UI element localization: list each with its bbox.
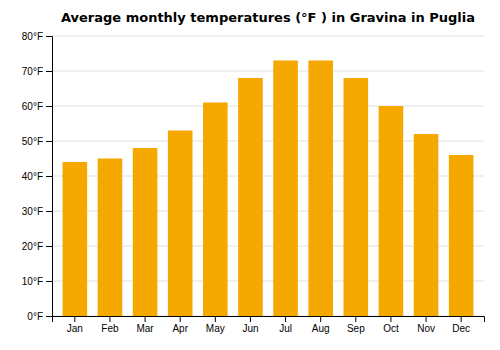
x-tick-mark <box>109 316 110 322</box>
x-tick-label: Sep <box>347 323 365 334</box>
x-tick-label: Aug <box>312 323 330 334</box>
x-tick: Jun <box>242 316 258 334</box>
x-tick: Nov <box>417 316 435 334</box>
grid-line <box>52 106 484 107</box>
bar <box>344 78 369 316</box>
x-tick: Dec <box>452 316 470 334</box>
y-tick-mark <box>46 141 52 142</box>
bar <box>98 159 123 317</box>
bars <box>63 61 474 317</box>
x-tick-label: May <box>206 323 225 334</box>
y-tick: 0°F <box>27 311 52 322</box>
bar <box>203 103 228 317</box>
x-tick-mark <box>180 316 181 322</box>
y-tick-mark <box>46 36 52 37</box>
x-tick: Jan <box>67 316 83 334</box>
y-tick: 10°F <box>22 276 52 287</box>
x-tick-mark <box>355 316 356 322</box>
y-tick-label: 0°F <box>27 311 43 322</box>
y-tick: 70°F <box>22 66 52 77</box>
bar <box>308 61 333 317</box>
y-tick-mark <box>46 71 52 72</box>
x-tick-mark <box>215 316 216 322</box>
y-tick-mark <box>46 281 52 282</box>
grid <box>52 36 484 316</box>
x-tick-label: Jul <box>279 323 292 334</box>
x-tick-label: Jan <box>67 323 83 334</box>
x-tick: Apr <box>172 316 188 334</box>
x-tick-label: Dec <box>452 323 470 334</box>
x-tick: Jul <box>279 316 292 334</box>
x-tick: Aug <box>312 316 330 334</box>
x-tick-mark <box>320 316 321 322</box>
x-tick-label: Mar <box>136 323 154 334</box>
x-tick-mark <box>74 316 75 322</box>
x-axis-line <box>53 317 485 323</box>
grid-line <box>52 71 484 72</box>
y-tick-label: 20°F <box>22 241 43 252</box>
y-tick-label: 30°F <box>22 206 43 217</box>
bar <box>168 131 193 317</box>
bar <box>379 106 404 316</box>
x-tick: Feb <box>101 316 119 334</box>
chart: Jan Feb Mar Apr May Jun Jul Aug Sep Oct Nov Dec 0°F 1… <box>0 0 500 350</box>
x-axis: Jan Feb Mar Apr May Jun Jul Aug Sep Oct Nov Dec <box>53 316 485 334</box>
x-tick-mark <box>145 316 146 322</box>
x-tick-label: Nov <box>417 323 435 334</box>
y-tick-mark <box>46 316 52 317</box>
bar <box>273 61 298 317</box>
y-tick-label: 80°F <box>22 31 43 42</box>
x-tick-label: Oct <box>383 323 399 334</box>
y-axis-line <box>46 37 53 317</box>
y-tick-label: 50°F <box>22 136 43 147</box>
grid-line <box>52 36 484 37</box>
x-tick-mark <box>390 316 391 322</box>
y-tick-mark <box>46 176 52 177</box>
bar <box>133 148 158 316</box>
y-tick: 20°F <box>22 241 52 252</box>
y-tick-label: 60°F <box>22 101 43 112</box>
y-axis: 0°F 10°F 20°F 30°F 40°F 50°F 60°F 70°F 80°F <box>22 31 53 322</box>
y-tick-mark <box>46 246 52 247</box>
x-tick-label: Apr <box>172 323 188 334</box>
y-tick: 50°F <box>22 136 52 147</box>
y-tick: 80°F <box>22 31 52 42</box>
x-tick: Oct <box>383 316 399 334</box>
x-tick-mark <box>426 316 427 322</box>
y-tick: 30°F <box>22 206 52 217</box>
y-tick-label: 40°F <box>22 171 43 182</box>
bar <box>449 155 474 316</box>
y-tick-label: 10°F <box>22 276 43 287</box>
plot: Jan Feb Mar Apr May Jun Jul Aug Sep Oct Nov Dec 0°F 1… <box>22 31 485 334</box>
y-tick-label: 70°F <box>22 66 43 77</box>
x-tick: May <box>206 316 225 334</box>
y-tick: 40°F <box>22 171 52 182</box>
x-tick: Sep <box>347 316 365 334</box>
bar <box>414 134 439 316</box>
x-tick-mark <box>250 316 251 322</box>
y-tick: 60°F <box>22 101 52 112</box>
y-tick-mark <box>46 106 52 107</box>
bar <box>63 162 88 316</box>
x-tick-label: Feb <box>101 323 119 334</box>
x-tick-label: Jun <box>242 323 258 334</box>
x-tick: Mar <box>136 316 154 334</box>
y-tick-mark <box>46 211 52 212</box>
bar <box>238 78 263 316</box>
title: Average monthly temperatures (°F ) in Gr… <box>61 10 475 25</box>
x-tick-mark <box>285 316 286 322</box>
x-tick-mark <box>461 316 462 322</box>
